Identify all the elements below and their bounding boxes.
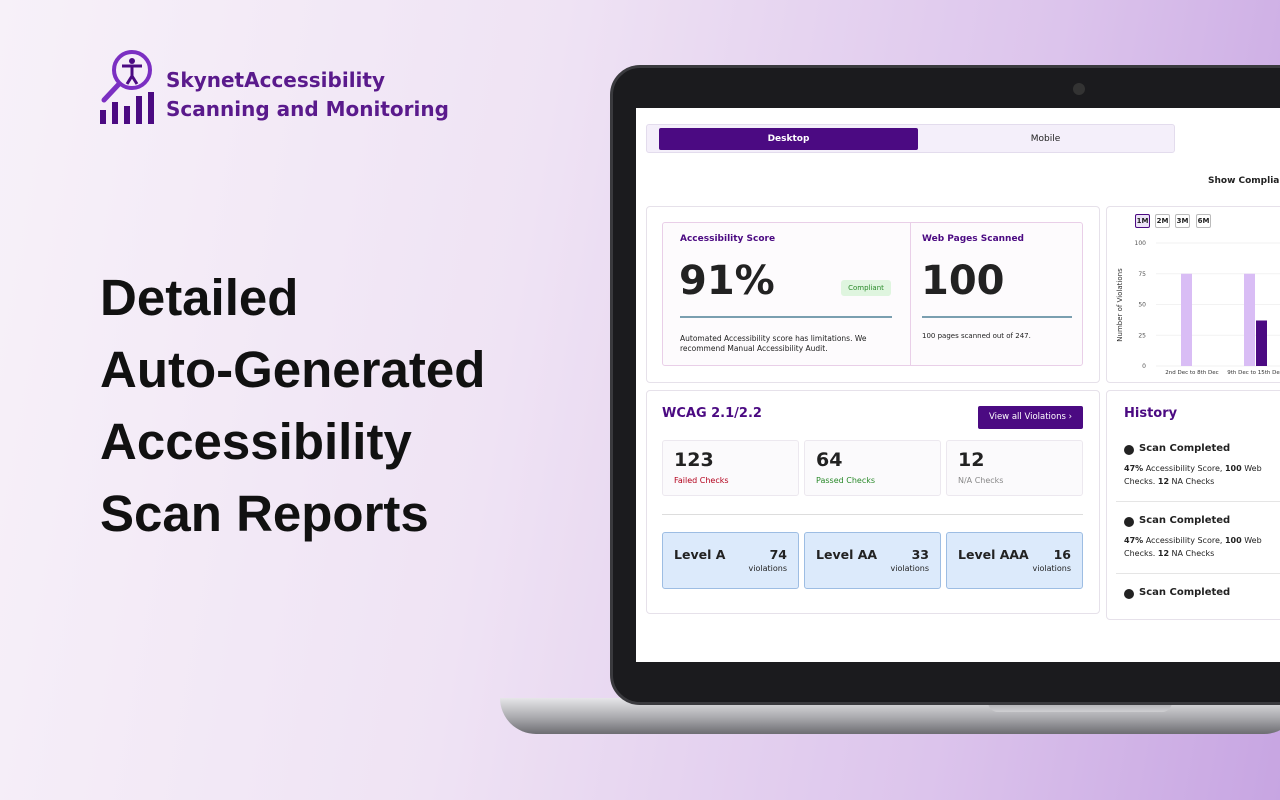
- check-label: Failed Checks: [674, 476, 729, 485]
- range-button[interactable]: 3M: [1175, 214, 1190, 228]
- range-button[interactable]: 2M: [1155, 214, 1170, 228]
- check-box: [946, 440, 1083, 496]
- level-count: 74: [769, 547, 787, 562]
- wcag-title: WCAG 2.1/2.2: [662, 406, 762, 421]
- headline: Detailed Auto-Generated Accessibility Sc…: [100, 262, 485, 550]
- button-label: View all Violations: [988, 412, 1066, 422]
- divider: [1116, 573, 1280, 574]
- compliance-link[interactable]: Show Compliance: [1208, 176, 1280, 186]
- level-unit: violations: [748, 564, 787, 573]
- tab-desktop[interactable]: Desktop: [659, 128, 918, 150]
- y-tick-label: 50: [1138, 302, 1146, 309]
- y-tick-label: 75: [1138, 271, 1146, 278]
- history-status: Scan Completed: [1139, 515, 1231, 526]
- check-box: [804, 440, 941, 496]
- level-unit: violations: [890, 564, 929, 573]
- pages-value: 100: [921, 258, 1005, 304]
- history-detail: 47% Accessibility Score, 100 Web Checks.…: [1124, 535, 1280, 560]
- bar: [1181, 273, 1192, 366]
- x-tick-label: 2nd Dec to 8th Dec: [1165, 370, 1218, 376]
- y-axis-label: Number of Violations: [1116, 268, 1124, 342]
- detail-part: Accessibility Score,: [1143, 464, 1225, 473]
- check-value: 12: [958, 449, 985, 471]
- detail-part: NA Checks: [1169, 476, 1215, 486]
- headline-line: Scan Reports: [100, 485, 429, 542]
- headline-line: Accessibility: [100, 413, 412, 470]
- detail-part: 47%: [1124, 464, 1144, 473]
- tab-mobile[interactable]: Mobile: [1030, 134, 1061, 144]
- divider: [910, 222, 911, 366]
- level-box: [946, 532, 1083, 589]
- divider: [1116, 501, 1280, 502]
- y-tick-label: 0: [1142, 363, 1146, 370]
- level-count: 33: [911, 547, 929, 562]
- history-panel: [1106, 390, 1280, 620]
- score-bar: [680, 316, 892, 318]
- history-detail: 47% Accessibility Score, 100 Web Checks.…: [1124, 463, 1280, 488]
- detail-part: 12: [1157, 548, 1170, 558]
- detail-part: 12: [1157, 476, 1170, 486]
- check-label: Passed Checks: [816, 476, 876, 485]
- headline-line: Detailed: [100, 269, 299, 326]
- level-name: Level AAA: [958, 547, 1029, 562]
- bar: [1256, 320, 1267, 366]
- pages-note: 100 pages scanned out of 247.: [922, 332, 1031, 340]
- camera: [1073, 83, 1085, 95]
- detail-part: Accessibility Score,: [1143, 536, 1225, 545]
- history-status: Scan Completed: [1139, 587, 1231, 598]
- detail-part: 100: [1224, 464, 1242, 473]
- pages-title: Web Pages Scanned: [922, 234, 1025, 244]
- headline-line: Auto-Generated: [100, 341, 486, 398]
- status-icon: [1124, 517, 1134, 527]
- level-box: [662, 532, 799, 589]
- chart: Number of Violations 0 25 50 75 100 2nd Dec t…: [1116, 240, 1280, 376]
- detail-part: 100: [1224, 536, 1242, 545]
- bar: [1244, 273, 1255, 366]
- level-name: Level A: [674, 547, 726, 562]
- detail-part: Web Checks.: [1124, 464, 1262, 486]
- score-value: 91%: [679, 258, 775, 304]
- brand-name: SkynetAccessibility: [166, 68, 386, 92]
- score-title: Accessibility Score: [680, 234, 776, 244]
- screen: Desktop Mobile Show Compliance Accessibi…: [636, 108, 1280, 662]
- level-count: 16: [1053, 547, 1071, 562]
- divider: [662, 514, 1083, 515]
- check-label: N/A Checks: [958, 476, 1004, 485]
- view-violations-button[interactable]: View all Violations ›: [978, 406, 1083, 429]
- y-tick-label: 25: [1138, 332, 1146, 339]
- range-button[interactable]: 1M: [1135, 214, 1150, 228]
- badge: Compliant: [841, 280, 891, 296]
- pages-bar: [922, 316, 1072, 318]
- level-box: [804, 532, 941, 589]
- level-name: Level AA: [816, 547, 878, 562]
- detail-part: 47%: [1124, 536, 1144, 545]
- brand-tagline: Scanning and Monitoring: [166, 97, 449, 121]
- range-button[interactable]: 6M: [1196, 214, 1211, 228]
- x-tick-label: 9th Dec to 15th Dec: [1227, 370, 1280, 376]
- check-value: 123: [674, 449, 714, 471]
- level-unit: violations: [1032, 564, 1071, 573]
- history-status: Scan Completed: [1139, 443, 1231, 454]
- status-icon: [1124, 589, 1134, 599]
- brand: SkynetAccessibility Scanning and Monitor…: [166, 66, 449, 124]
- logo-icon: [100, 50, 154, 124]
- detail-part: Web Checks.: [1124, 536, 1262, 558]
- detail-part: NA Checks: [1169, 548, 1215, 558]
- history-title: History: [1124, 406, 1178, 421]
- y-tick-label: 100: [1135, 240, 1147, 247]
- status-icon: [1124, 445, 1134, 455]
- check-value: 64: [816, 449, 843, 471]
- check-box: [662, 440, 799, 496]
- score-note: Automated Accessibility score has limita…: [680, 334, 867, 353]
